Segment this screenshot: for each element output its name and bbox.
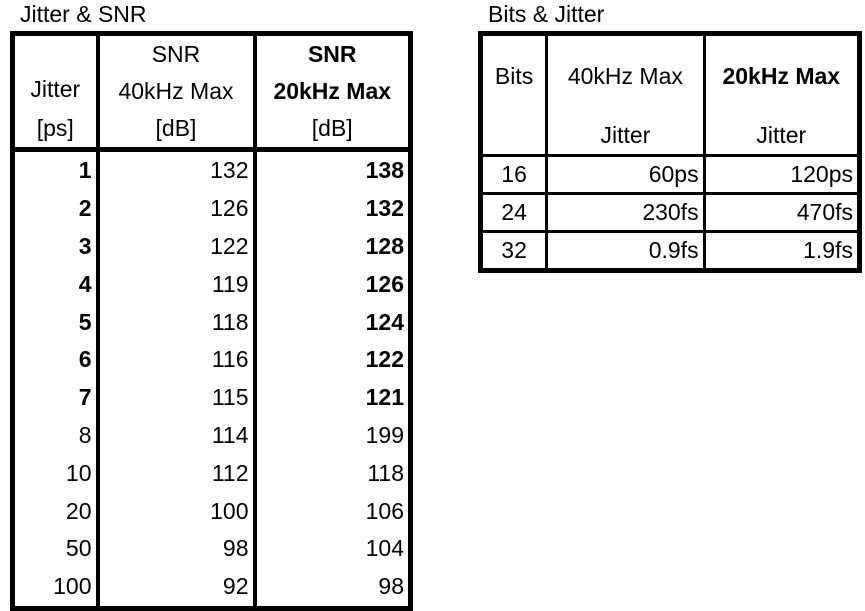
header-snr20: SNR 20kHz Max	[252, 33, 411, 110]
header-snr20-line1: SNR	[307, 41, 357, 67]
jitter-cell: 50	[65, 535, 92, 562]
snr20-cell: 132	[252, 189, 411, 228]
snr20-cell: 104	[252, 529, 411, 568]
snr20-cell: 98	[252, 567, 411, 609]
header-jitter-label: Jitter	[30, 76, 81, 102]
bits-cell: 32	[501, 237, 527, 263]
header-jitter20-line2: Jitter	[756, 122, 807, 148]
snr20-cell: 122	[252, 340, 411, 379]
jitter40-cell: 230fs	[545, 193, 705, 233]
header-jitter20-line1: 20kHz Max	[722, 63, 841, 89]
jitter20-cell: 1.9fs	[702, 231, 860, 271]
table-row: 50 98 104	[13, 529, 411, 568]
jitter-cell: 6	[78, 346, 92, 373]
bits-jitter-table: Bits 40kHz Max Jitter 20kHz Max Jitter 16 6…	[478, 31, 862, 273]
table-row: 20 100 106	[13, 492, 411, 530]
jitter-cell: 7	[78, 384, 92, 411]
header-snr40-line2: 40kHz Max	[118, 78, 234, 104]
snr40-cell: 100	[95, 492, 255, 530]
snr20-cell: 124	[252, 303, 411, 341]
bits-cell: 16	[480, 155, 547, 195]
jitter-cell: 4	[78, 270, 92, 297]
header-jitter20: 20kHz Max Jitter	[702, 33, 860, 157]
table-row: 7 115 121	[13, 378, 411, 417]
table-row: 8 114 199	[13, 416, 411, 455]
table-row: 3 122 128	[13, 227, 411, 266]
jitter-cell: 2	[78, 195, 92, 222]
jitter-snr-title: Jitter & SNR	[20, 1, 147, 27]
snr40-cell: 122	[95, 227, 255, 266]
table-row: 1 132 138	[13, 149, 411, 190]
snr40-cell: 112	[95, 454, 255, 493]
snr40-cell: 116	[95, 340, 255, 379]
snr40-cell: 92	[95, 567, 255, 609]
jitter-cell: 5	[78, 308, 92, 335]
snr20-cell: 199	[252, 416, 411, 455]
jitter40-cell: 60ps	[545, 155, 705, 195]
table-row: 24 230fs 470fs	[480, 193, 860, 233]
jitter20-cell: 470fs	[702, 193, 860, 233]
jitter-cell: 100	[53, 573, 92, 600]
header-bits: Bits	[480, 33, 547, 157]
snr40-cell: 115	[95, 378, 255, 417]
bits-jitter-title: Bits & Jitter	[488, 1, 605, 27]
snr20-cell: 128	[252, 227, 411, 266]
table-row: 100 92 98	[13, 567, 411, 609]
snr20-cell: 121	[252, 378, 411, 417]
snr20-cell: 138	[252, 149, 411, 190]
table-row: 10 112 118	[13, 454, 411, 493]
header-jitter40-line1: 40kHz Max	[567, 63, 683, 89]
table-row: 4 119 126	[13, 265, 411, 304]
header-jitter40-line2: Jitter	[600, 122, 651, 148]
snr40-cell: 132	[95, 149, 255, 190]
jitter-cell: 8	[78, 421, 92, 448]
bits-cell: 24	[480, 193, 547, 233]
jitter-cell: 10	[65, 459, 92, 486]
header-snr40: SNR 40kHz Max	[95, 33, 255, 110]
header-snr20-unit: [dB]	[252, 110, 411, 152]
snr40-cell: 126	[95, 189, 255, 228]
header-snr40-unit: [dB]	[95, 110, 255, 152]
table-row: 32 0.9fs 1.9fs	[481, 231, 860, 271]
table-row: 5 118 124	[13, 303, 411, 341]
snr40-cell: 114	[95, 416, 255, 455]
snr40-cell: 119	[95, 265, 255, 304]
table-row: 2 126 132	[13, 189, 411, 228]
header-snr20-line2: 20kHz Max	[273, 78, 392, 104]
jitter-cell: 3	[78, 232, 92, 259]
jitter-snr-table: Jitter SNR 40kHz Max SNR 20kHz Max [ps] [d…	[10, 31, 413, 611]
jitter-cell: 1	[78, 157, 92, 184]
header-jitter: Jitter	[13, 34, 98, 111]
header-snr40-line1: SNR	[151, 41, 201, 67]
jitter-cell: 20	[65, 497, 92, 524]
snr40-cell: 98	[95, 529, 255, 568]
header-jitter-unit: [ps]	[12, 110, 98, 152]
snr20-cell: 126	[252, 265, 411, 304]
header-jitter40: 40kHz Max Jitter	[545, 33, 705, 157]
jitter20-cell: 120ps	[702, 155, 860, 195]
snr40-cell: 118	[95, 303, 255, 341]
jitter40-cell: 0.9fs	[545, 231, 705, 271]
snr20-cell: 118	[252, 454, 411, 493]
header-bits-label: Bits	[494, 63, 534, 89]
snr20-cell: 106	[252, 492, 411, 530]
table-row: 16 60ps 120ps	[480, 155, 860, 195]
table-row: 6 116 122	[13, 340, 411, 379]
